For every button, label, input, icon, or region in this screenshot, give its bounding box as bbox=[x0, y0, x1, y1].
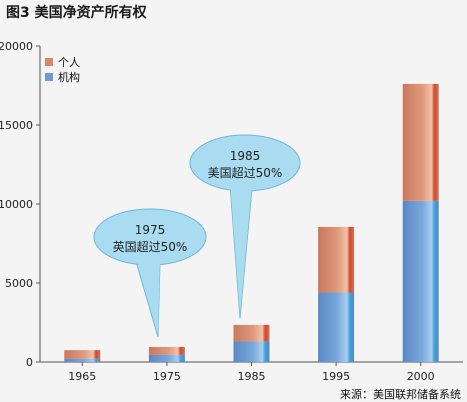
bars bbox=[64, 83, 439, 362]
y-tick-label: 10000 bbox=[0, 198, 33, 211]
callout-year: 1975 bbox=[135, 223, 166, 237]
chart-title: 图3 美国净资产所有权 bbox=[6, 5, 147, 21]
axes bbox=[39, 46, 463, 363]
callout-1985: 1985 美国超过50% bbox=[189, 134, 301, 319]
x-tick-label: 1975 bbox=[153, 370, 181, 383]
x-tick-label: 1965 bbox=[68, 370, 96, 383]
y-tick-label: 15000 bbox=[0, 119, 33, 132]
callout-bubble bbox=[93, 208, 207, 266]
callout-year: 1985 bbox=[230, 149, 261, 163]
callout-text: 英国超过50% bbox=[113, 239, 188, 254]
x-ticks: 1965 1975 1985 1995 2000 bbox=[68, 362, 435, 383]
y-ticks: 0 5000 10000 15000 20000 bbox=[0, 40, 40, 369]
y-tick-label: 0 bbox=[26, 356, 33, 369]
bar-institution-1995 bbox=[318, 292, 355, 362]
bar-individual-2000 bbox=[402, 83, 439, 201]
callout-tail-fill bbox=[135, 255, 160, 334]
bar-individual-1985 bbox=[233, 324, 270, 342]
y-tick-label: 20000 bbox=[0, 40, 33, 53]
legend-label-individual: 个人 bbox=[58, 56, 80, 69]
x-tick-label: 1995 bbox=[322, 370, 350, 383]
y-tick-label: 5000 bbox=[5, 277, 33, 290]
callout-text: 美国超过50% bbox=[208, 165, 283, 180]
bar-institution-1965 bbox=[64, 358, 101, 362]
callout-tail-fill bbox=[230, 181, 252, 315]
bar-individual-1975 bbox=[148, 346, 185, 355]
bar-individual-1965 bbox=[64, 350, 101, 359]
legend: 个人 机构 bbox=[45, 56, 80, 84]
bar-individual-1995 bbox=[318, 226, 355, 293]
x-tick-label: 1985 bbox=[238, 370, 266, 383]
legend-swatch-individual bbox=[45, 58, 53, 66]
x-tick-label: 2000 bbox=[407, 370, 435, 383]
bar-institution-2000 bbox=[402, 200, 439, 362]
legend-swatch-institution bbox=[45, 73, 53, 81]
source-note: 来源：美国联邦储备系统 bbox=[340, 388, 461, 401]
callout-1975: 1975 英国超过50% bbox=[93, 208, 207, 338]
bar-institution-1975 bbox=[148, 354, 185, 362]
callout-bubble bbox=[189, 134, 301, 192]
legend-label-institution: 机构 bbox=[58, 70, 80, 84]
annotations: 1975 英国超过50% 1985 美国超过50% bbox=[93, 134, 301, 338]
bar-institution-1985 bbox=[233, 341, 270, 362]
